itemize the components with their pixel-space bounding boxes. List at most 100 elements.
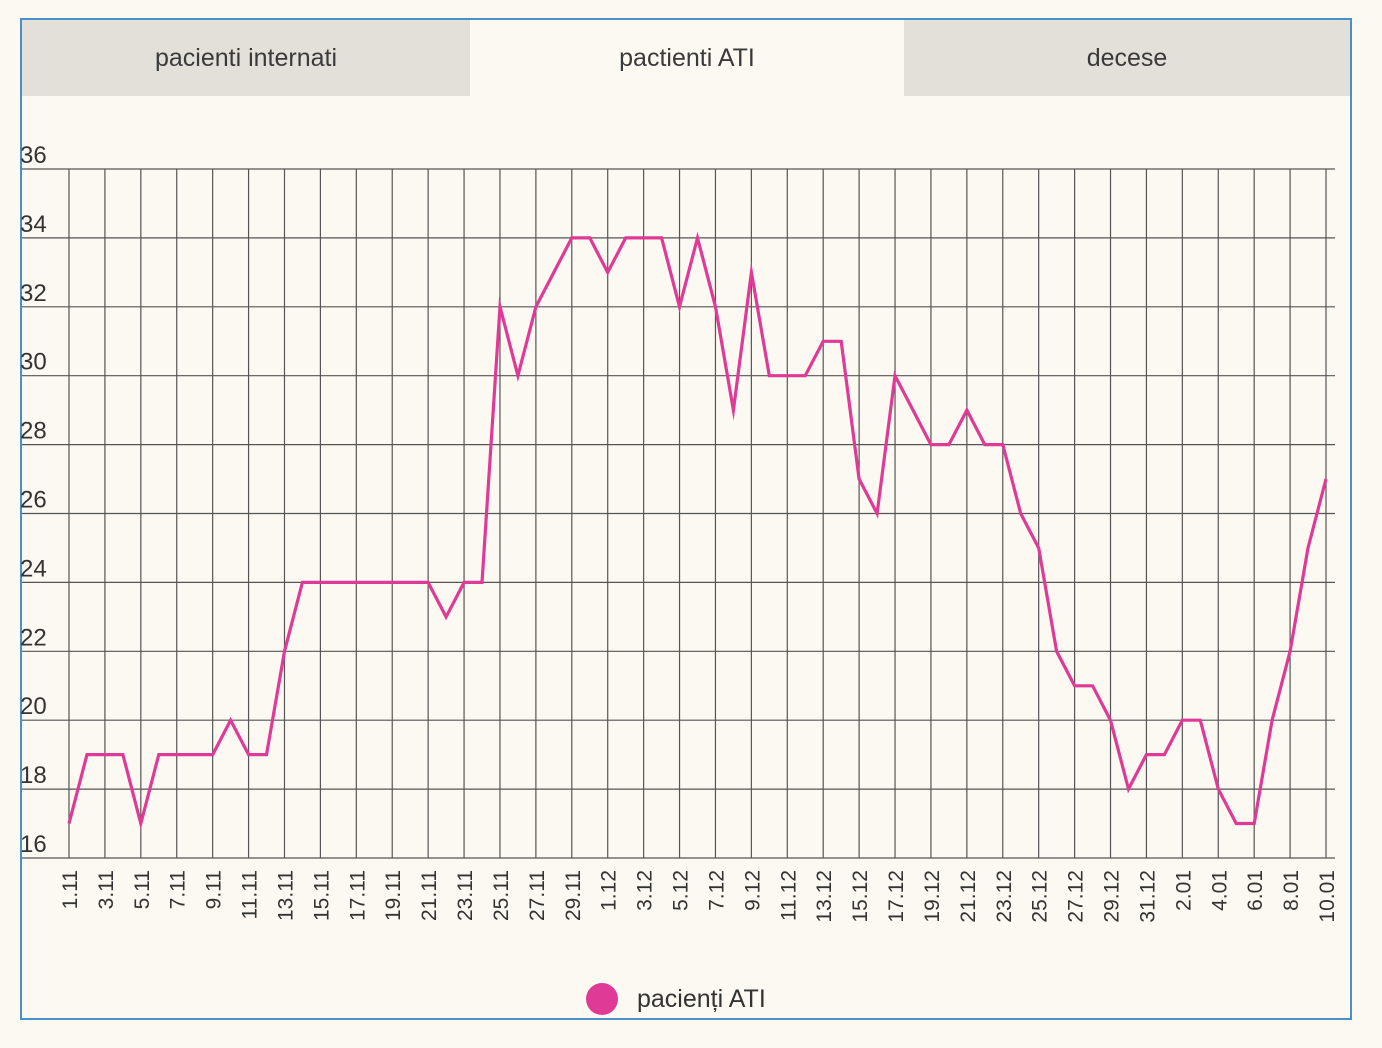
tab-pacienti-ati[interactable]: pactienti ATI [470,20,904,96]
x-tick-label: 21.11 [418,870,441,921]
x-tick-label: 13.12 [813,870,836,923]
data-point [1198,718,1202,722]
data-point [300,580,304,584]
x-tick-label: 31.12 [1136,870,1159,923]
data-point [462,580,466,584]
y-tick-label: 16 [20,831,47,858]
data-point [624,236,628,240]
x-tick-label: 15.11 [310,870,333,921]
data-point [1144,753,1148,757]
x-tick-label: 8.01 [1280,870,1303,911]
data-point [642,236,646,240]
data-point [67,822,71,826]
data-point [229,718,233,722]
data-point [1037,546,1041,550]
data-point [1252,822,1256,826]
data-point [911,408,915,412]
data-point [767,374,771,378]
data-point [516,374,520,378]
data-point [875,512,879,516]
x-tick-label: 19.12 [921,870,944,923]
x-tick-label: 27.12 [1065,870,1088,923]
y-tick-label: 34 [20,211,47,238]
data-point [408,580,412,584]
data-point [947,443,951,447]
data-point [983,443,987,447]
x-tick-label: 9.12 [741,870,764,911]
x-tick-label: 13.11 [274,870,297,921]
x-tick-label: 5.11 [131,870,154,909]
x-tick-label: 6.01 [1244,870,1267,911]
x-tick-label: 11.12 [777,870,800,921]
y-tick-label: 24 [20,555,47,582]
data-point [1109,718,1113,722]
data-point [803,374,807,378]
data-point [1091,684,1095,688]
data-point [139,822,143,826]
data-point [336,580,340,584]
data-point [678,305,682,309]
x-tick-label: 3.11 [95,870,118,909]
data-point [390,580,394,584]
data-point [1001,443,1005,447]
x-tick-label: 19.11 [382,870,405,921]
data-point [1324,477,1328,481]
x-tick-label: 4.01 [1208,870,1231,911]
y-tick-label: 36 [20,142,47,169]
x-tick-label: 17.12 [885,870,908,923]
data-point [552,270,556,274]
x-tick-label: 3.12 [634,870,657,911]
data-point [121,753,125,757]
data-point [839,339,843,343]
data-point [318,580,322,584]
legend-marker[interactable] [586,983,618,1015]
data-point [1162,753,1166,757]
y-tick-label: 26 [20,487,47,514]
data-point [103,753,107,757]
data-point [444,615,448,619]
x-tick-label: 1.11 [59,870,82,909]
x-tick-label: 25.11 [490,870,513,921]
tab-decese[interactable]: decese [904,20,1350,96]
legend-label: pacienți ATI [637,984,766,1013]
x-tick-label: 25.12 [1029,870,1052,923]
tab-bar: pacienti internati pactienti ATI decese [22,20,1350,96]
data-point [1270,718,1274,722]
x-tick-label: 2.01 [1172,870,1195,911]
data-point [498,305,502,309]
data-point [426,580,430,584]
data-point [1055,649,1059,653]
tab-pacienti-internati[interactable]: pacienti internati [22,20,470,96]
data-point [85,753,89,757]
data-point [265,753,269,757]
data-point [1180,718,1184,722]
y-tick-label: 30 [20,349,47,376]
data-point [282,649,286,653]
data-point [157,753,161,757]
y-tick-label: 32 [20,280,47,307]
x-tick-label: 17.11 [346,870,369,921]
data-point [929,443,933,447]
data-point [1288,649,1292,653]
data-point [965,408,969,412]
legend: pacienți ATI [586,983,766,1015]
data-point [785,374,789,378]
data-point [1019,512,1023,516]
data-point [1234,822,1238,826]
x-tick-label: 29.12 [1101,870,1124,923]
x-tick-label: 23.11 [454,870,477,921]
data-point [660,236,664,240]
y-tick-label: 20 [20,693,47,720]
data-point [480,580,484,584]
data-point [713,305,717,309]
data-point [570,236,574,240]
data-point [696,236,700,240]
x-tick-label: 1.12 [598,870,621,911]
data-point [354,580,358,584]
data-point [1216,787,1220,791]
data-point [749,270,753,274]
data-point [588,236,592,240]
data-point [211,753,215,757]
y-tick-label: 22 [20,624,47,651]
